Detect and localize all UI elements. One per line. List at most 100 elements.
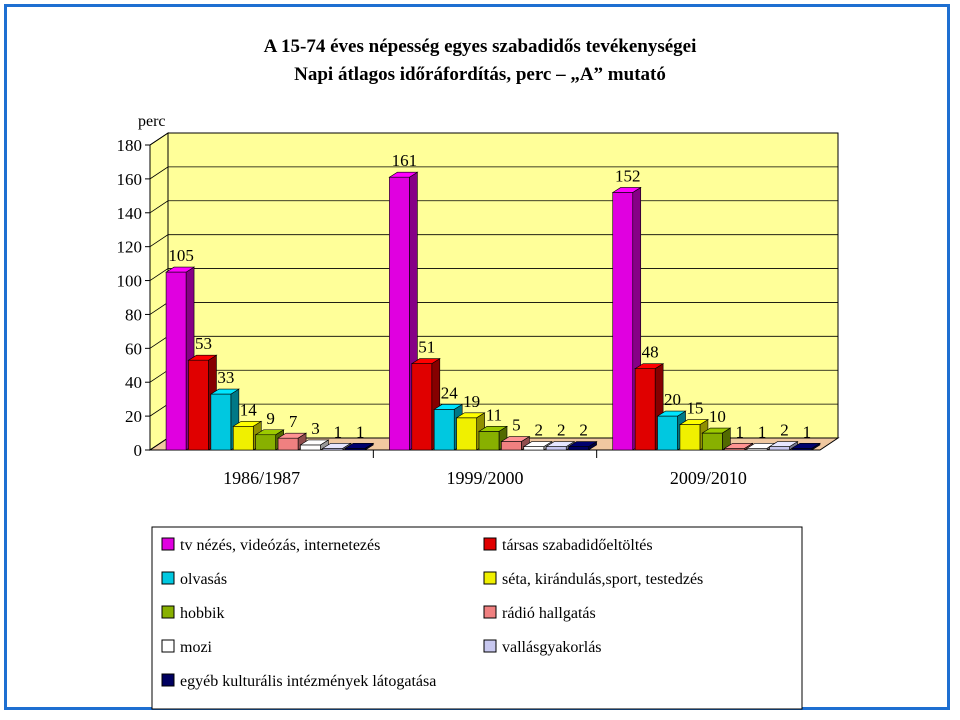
bar-top	[455, 412, 486, 419]
data-label: 24	[441, 383, 459, 402]
bar-top	[768, 441, 799, 447]
data-label: 10	[709, 407, 726, 426]
data-label: 33	[217, 368, 234, 387]
data-label: 5	[512, 416, 521, 435]
bar	[634, 363, 665, 451]
bar-top	[277, 432, 308, 439]
legend-label: vallásgyakorlás	[502, 639, 602, 656]
legend-item: vallásgyakorlás	[483, 639, 602, 656]
bar-top	[254, 429, 285, 436]
data-label: 1	[334, 422, 343, 441]
data-label: 9	[266, 409, 275, 428]
legend-item: egyéb kulturális intézmények látogatása	[161, 673, 436, 690]
bar	[455, 412, 486, 451]
legend-swatch	[161, 537, 175, 551]
bar	[321, 442, 352, 451]
legend-box	[151, 526, 803, 710]
bar-front	[501, 441, 522, 451]
bar-top	[410, 358, 441, 364]
bar-top	[299, 439, 330, 446]
legend-item: hobbik	[161, 605, 224, 622]
legend-swatch	[483, 605, 497, 619]
x-tick-label: 1986/1987	[223, 468, 300, 488]
data-label: 152	[615, 166, 641, 185]
legend-swatch	[161, 605, 175, 619]
legend-swatch	[483, 537, 497, 551]
bar-top	[545, 441, 576, 447]
bar-front	[545, 446, 567, 451]
bar	[701, 427, 732, 451]
bar-front	[634, 368, 656, 451]
legend-label: társas szabadidőeltöltés	[502, 537, 653, 554]
data-label: 2	[579, 421, 588, 440]
bar-front	[456, 417, 477, 451]
bar-front	[232, 425, 254, 451]
data-label: 11	[486, 405, 502, 424]
data-label: 3	[311, 419, 320, 438]
legend-item: olvasás	[161, 571, 227, 588]
bar-front	[523, 446, 545, 451]
bar-top	[678, 419, 709, 425]
legend-item: társas szabadidőeltöltés	[483, 537, 653, 554]
y-tick-label: 120	[117, 238, 143, 257]
bar-front	[210, 393, 232, 451]
bar	[299, 439, 330, 451]
legend-label: rádió hallgatás	[502, 605, 596, 622]
y-tick-label: 0	[134, 441, 143, 460]
back-wall	[167, 132, 839, 439]
bar-top	[232, 420, 263, 427]
bar	[344, 442, 375, 451]
data-label: 1	[356, 422, 365, 441]
bar-front	[478, 431, 500, 451]
legend-item: tv nézés, videózás, internetezés	[161, 537, 380, 554]
bar-top	[790, 443, 821, 449]
legend-item: séta, kirándulás,sport, testedzés	[483, 571, 703, 588]
bar-front	[411, 363, 433, 451]
bar-front	[657, 415, 678, 451]
legend: tv nézés, videózás, internetezés társas s…	[161, 537, 703, 690]
data-label: 19	[463, 392, 480, 411]
legend-swatch	[483, 639, 497, 653]
y-tick-label: 60	[125, 339, 142, 358]
data-label: 2	[535, 421, 544, 440]
y-axis-label: perc	[138, 113, 166, 130]
x-axis: 1986/1987 1999/2000 2009/2010	[223, 450, 747, 488]
legend-label: hobbik	[180, 605, 224, 622]
bar	[388, 171, 419, 451]
data-label: 15	[686, 399, 703, 418]
bar-top	[701, 427, 732, 434]
bar-top	[321, 443, 352, 449]
x-tick-label: 1999/2000	[446, 468, 523, 488]
data-label: 2	[780, 421, 789, 440]
bar-front	[612, 192, 634, 451]
bar-top	[433, 404, 464, 410]
data-label: 105	[168, 246, 194, 265]
gridline	[149, 166, 838, 180]
bar-front	[568, 446, 589, 451]
legend-swatch	[161, 639, 175, 653]
bar-front	[188, 359, 209, 451]
data-label: 20	[664, 390, 681, 409]
data-label: 7	[289, 412, 298, 431]
bar-front	[165, 271, 187, 451]
bar-front	[769, 446, 790, 451]
y-tick-label: 80	[125, 305, 142, 324]
bar-front	[702, 432, 723, 451]
bar-top	[388, 171, 419, 178]
y-tick-label: 140	[117, 204, 143, 223]
bar-top	[522, 441, 553, 447]
data-label: 161	[392, 151, 418, 170]
bar-top	[723, 443, 754, 449]
bar-front	[679, 424, 701, 451]
bar-front	[277, 437, 299, 451]
data-label: 1	[803, 422, 812, 441]
bar-top	[656, 410, 687, 417]
y-tick-label: 180	[117, 136, 143, 155]
legend-label: séta, kirándulás,sport, testedzés	[502, 571, 703, 588]
bar-top	[477, 426, 509, 432]
bar-front	[389, 176, 410, 451]
legend-label: olvasás	[180, 571, 227, 588]
bar-top	[567, 441, 598, 447]
